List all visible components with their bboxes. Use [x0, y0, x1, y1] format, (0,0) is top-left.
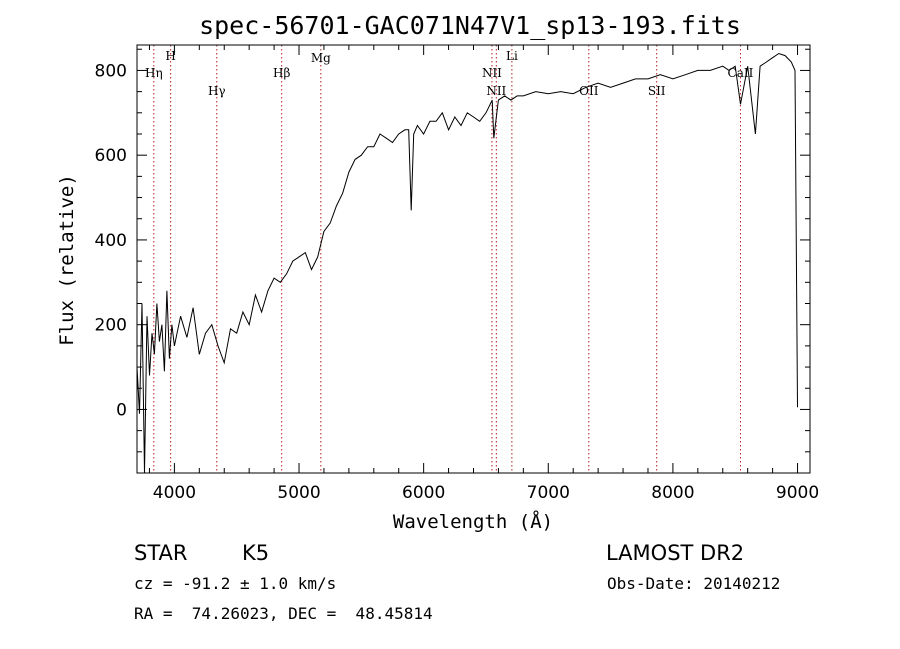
spectral-line-markers — [153, 45, 741, 473]
spectral-line-label: Hγ — [208, 84, 226, 98]
spectral-line-label: Mg — [311, 51, 331, 65]
x-axis-label: Wavelength (Å) — [393, 510, 553, 533]
axis-ticks — [137, 45, 810, 473]
spectral-line-label: CaII — [728, 66, 754, 80]
spectral-line-labels: HηH Hγ Hβ Mg NII NII Li OII SII CaII — [145, 49, 754, 98]
spectral-line-label: NII — [482, 66, 502, 80]
y-tick-label: 200 — [95, 316, 127, 336]
axis-tick-labels: 4000 5000 6000 7000 8000 9000 0 200 400 600 800 — [95, 61, 820, 503]
survey-name: LAMOST DR2 — [606, 541, 744, 565]
observation-date: Obs-Date: 20140212 — [607, 574, 780, 593]
x-tick-label: 6000 — [402, 483, 445, 503]
x-tick-label: 9000 — [776, 483, 819, 503]
x-tick-label: 8000 — [651, 483, 694, 503]
x-tick-label: 5000 — [277, 483, 320, 503]
spectral-line-label: SII — [648, 84, 666, 98]
y-tick-label: 800 — [95, 61, 127, 81]
spectrum-line — [136, 52, 798, 474]
chart-title: spec-56701-GAC071N47V1_sp13-193.fits — [199, 11, 741, 40]
object-class: STAR — [134, 541, 187, 565]
x-tick-label: 7000 — [527, 483, 570, 503]
spectral-line-label: OII — [579, 84, 599, 98]
y-tick-label: 400 — [95, 231, 127, 251]
x-tick-label: 4000 — [153, 483, 196, 503]
spectrum-series — [136, 52, 798, 474]
y-tick-label: 0 — [116, 400, 127, 420]
redshift-cz: cz = -91.2 ± 1.0 km/s — [134, 574, 336, 593]
spectral-line-label: Hβ — [273, 66, 290, 80]
object-subclass: K5 — [242, 541, 269, 565]
coordinates: RA = 74.26023, DEC = 48.45814 — [134, 604, 433, 623]
spectral-line-label: Li — [506, 49, 518, 63]
spectral-line-label: Hη — [145, 66, 163, 80]
y-tick-label: 600 — [95, 146, 127, 166]
y-axis-label: Flux (relative) — [56, 174, 78, 346]
spectral-line-label: NII — [486, 84, 506, 98]
spectral-line-label: H — [165, 49, 175, 63]
plot-frame — [136, 44, 811, 474]
